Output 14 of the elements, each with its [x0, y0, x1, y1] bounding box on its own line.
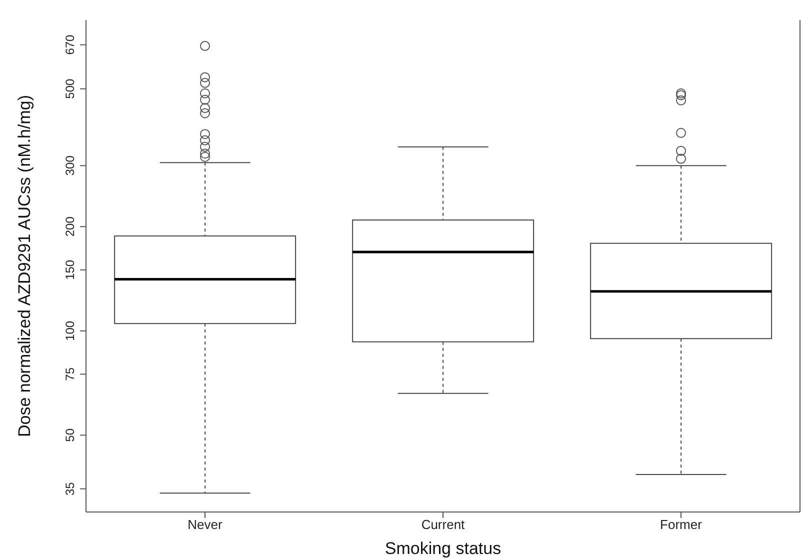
y-tick-label: 50: [63, 428, 77, 442]
y-tick-label: 300: [63, 155, 77, 176]
y-tick-label: 100: [63, 320, 77, 341]
y-tick-label: 200: [63, 216, 77, 237]
y-tick-label: 35: [63, 482, 77, 496]
y-axis-title: Dose normalized AZD9291 AUCss (nM.h/mg): [15, 94, 34, 438]
x-tick-label: Current: [421, 517, 466, 532]
x-tick-label: Never: [188, 517, 224, 532]
x-axis-title: Smoking status: [384, 539, 502, 558]
y-tick-label: 500: [63, 78, 77, 99]
y-tick-label: 670: [63, 34, 77, 55]
x-tick-label: Former: [660, 517, 703, 532]
y-tick-label: 150: [63, 260, 77, 280]
y-tick-label: 75: [63, 367, 77, 381]
